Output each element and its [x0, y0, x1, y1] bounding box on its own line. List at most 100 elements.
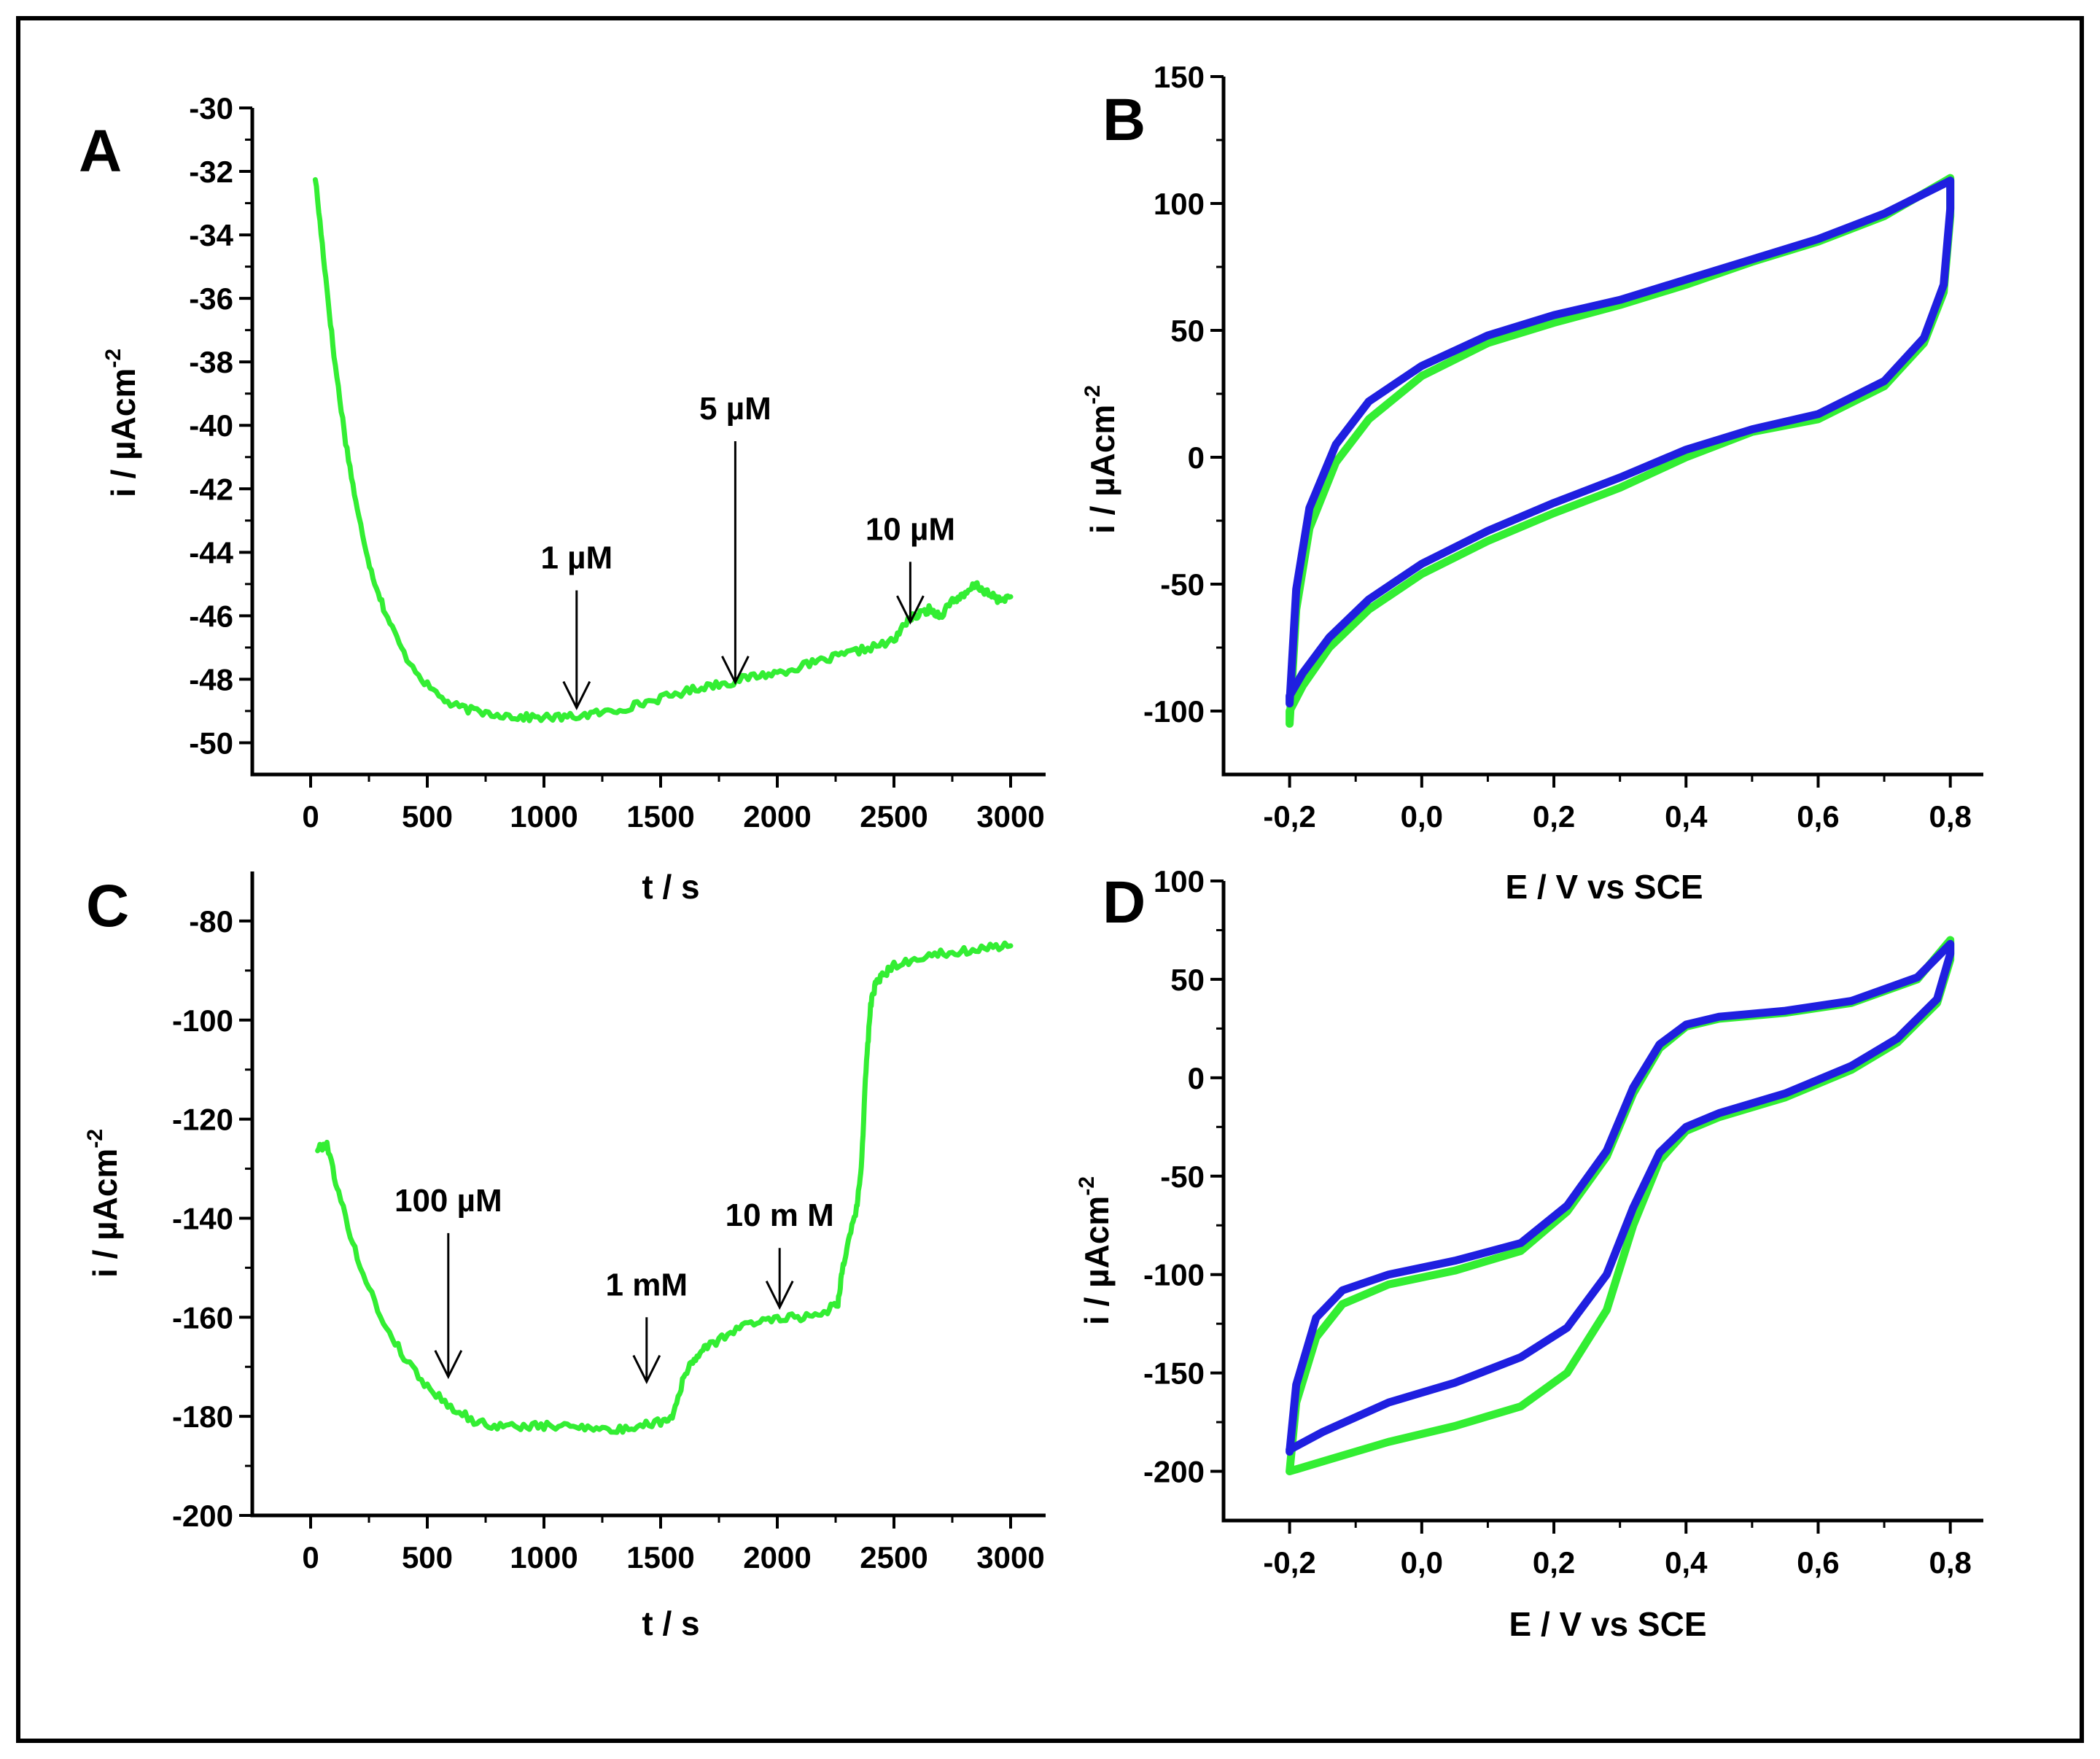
annotation-label: 1 µM — [540, 540, 612, 576]
panel-d-ylabel-main: i / µAcm — [1078, 1196, 1116, 1325]
panel-a-ytick-label: -44 — [189, 535, 233, 570]
panel-a-ytick-label: -30 — [189, 91, 233, 125]
panel-a-ytick-label: -40 — [189, 408, 233, 443]
panel-b-ytick-label: -100 — [1143, 694, 1205, 729]
panel-d-cv-green-line — [1286, 936, 1955, 1475]
panel-b-ylabel-main: i / µAcm — [1084, 405, 1121, 534]
annotation-label: 10 µM — [866, 511, 955, 547]
panel-d-ytick-label: -150 — [1143, 1356, 1205, 1391]
panel-a-ytick-label: -50 — [189, 726, 233, 760]
panel-c-ytick-label: -100 — [172, 1003, 233, 1038]
panel-b-cv-blue-line — [1286, 176, 1955, 708]
panel-b: B -0,2 0,0 0,2 0,4 0,6 0,8 -100 -50 0 50 100 150 E … — [1081, 60, 1983, 906]
panel-c-xtick-label: 1500 — [626, 1540, 694, 1574]
panel-a-xtick-label: 1000 — [510, 799, 578, 834]
panel-c-ylabel-sup: -2 — [83, 1129, 107, 1149]
panel-d-xtick-label: 0,8 — [1929, 1545, 1972, 1580]
annotation-label: 1 mM — [606, 1267, 688, 1302]
panel-b-xtick-label: 0,2 — [1533, 799, 1575, 834]
panel-d-ytick-label: 100 — [1154, 864, 1205, 898]
panel-a-ytick-label: -34 — [189, 218, 233, 252]
panel-c-annotations: 100 µM 1 mM 10 m M — [394, 1183, 834, 1384]
panel-a-series — [312, 176, 1014, 723]
panel-c-xtick-label: 3000 — [976, 1540, 1044, 1574]
panel-d: D -0,2 0,0 0,2 0,4 0,6 0,8 -200 -150 -100 -50 0 50 1… — [1075, 864, 1983, 1643]
panel-c-xtick-label: 2500 — [860, 1540, 928, 1574]
panel-c-ylabel-main: i / µAcm — [86, 1149, 124, 1278]
panel-b-ytick-label: 0 — [1188, 440, 1205, 475]
annotation-label: 5 µM — [699, 391, 771, 427]
panel-a-xtick-label: 3000 — [976, 799, 1044, 834]
panel-d-letter: D — [1102, 869, 1146, 936]
panel-d-ytick-label: -100 — [1143, 1258, 1205, 1292]
panel-b-axes — [1221, 77, 1983, 777]
panel-c-current-line — [315, 940, 1014, 1435]
panel-b-cv-green-line — [1286, 174, 1955, 728]
panel-d-xtick-label: 0,0 — [1401, 1545, 1443, 1580]
panel-a-annotations: 1 µM 5 µM 10 µM — [540, 391, 955, 710]
panel-b-xtick-label: 0,4 — [1665, 799, 1708, 834]
panel-a-ylabel: i / µAcm-2 — [101, 349, 142, 497]
panel-a-axes — [250, 108, 1046, 777]
annotation-arrowhead — [434, 1350, 463, 1380]
panel-c-series — [315, 940, 1014, 1435]
panel-d-xlabel: E / V vs SCE — [1509, 1605, 1706, 1643]
panel-a-xtick-label: 0 — [302, 799, 319, 834]
annotation-arrowhead — [896, 595, 925, 625]
panel-a-xtick-label: 1500 — [626, 799, 694, 834]
panel-d-xtick-label: 0,4 — [1665, 1545, 1708, 1580]
panel-d-axes — [1221, 881, 1983, 1523]
panel-a-ytick-label: -46 — [189, 599, 233, 633]
panel-c-ytick-label: -140 — [172, 1201, 233, 1235]
panel-a-ticks: 0 500 1000 1500 2000 2500 3000 -50 -48 -46 -44 -42 -… — [189, 91, 1044, 834]
panel-a-xtick-label: 500 — [402, 799, 453, 834]
panel-a-ytick-label: -32 — [189, 155, 233, 189]
panel-d-series — [1286, 936, 1955, 1475]
panel-c-xtick-label: 1000 — [510, 1540, 578, 1574]
panel-d-ylabel: i / µAcm-2 — [1075, 1176, 1116, 1325]
panel-d-ticks: -0,2 0,0 0,2 0,4 0,6 0,8 -200 -150 -100 -50 0 50 100 — [1143, 864, 1972, 1580]
panel-c-ytick-label: -120 — [172, 1103, 233, 1137]
annotation-label: 10 m M — [726, 1197, 834, 1233]
panel-a-ytick-label: -36 — [189, 281, 233, 316]
panel-a-xtick-label: 2500 — [860, 799, 928, 834]
panel-b-ytick-label: -50 — [1160, 567, 1205, 602]
panel-b-ytick-label: 50 — [1170, 314, 1205, 348]
panel-a-ylabel-sup: -2 — [101, 349, 125, 368]
panel-a-current-line — [312, 176, 1014, 723]
panel-c-xtick-label: 0 — [302, 1540, 319, 1574]
panel-b-xtick-label: 0,8 — [1929, 799, 1972, 834]
panel-b-ytick-label: 100 — [1154, 187, 1205, 221]
panel-c-ticks: 0 500 1000 1500 2000 2500 3000 -200 -180 -160 -140… — [172, 904, 1045, 1574]
annotation-arrowhead — [765, 1281, 794, 1310]
panel-d-ylabel-sup: -2 — [1075, 1176, 1099, 1196]
panel-b-ticks: -0,2 0,0 0,2 0,4 0,6 0,8 -100 -50 0 50 100 150 — [1143, 60, 1972, 834]
panel-b-ylabel: i / µAcm-2 — [1081, 385, 1121, 534]
panel-b-series — [1286, 174, 1955, 728]
panel-c-axes — [250, 871, 1046, 1518]
panel-a: A 0 500 1000 1500 2000 2500 3000 -50 -48 -46 -44 -4… — [79, 91, 1046, 906]
panel-c-xlabel: t / s — [642, 1604, 699, 1642]
panel-c-ytick-label: -80 — [189, 904, 233, 939]
panel-d-cv-blue-line — [1286, 939, 1955, 1456]
panel-a-ytick-label: -38 — [189, 345, 233, 379]
panel-d-ytick-label: -200 — [1143, 1455, 1205, 1489]
panel-c-xtick-label: 500 — [402, 1540, 453, 1574]
panel-d-xtick-label: 0,2 — [1533, 1545, 1575, 1580]
panel-b-xtick-label: 0,6 — [1797, 799, 1839, 834]
panel-a-xlabel: t / s — [642, 868, 699, 906]
panel-d-ytick-label: 50 — [1170, 963, 1205, 997]
panel-c-ytick-label: -180 — [172, 1399, 233, 1434]
panel-a-xtick-label: 2000 — [743, 799, 811, 834]
annotation-label: 100 µM — [394, 1183, 502, 1219]
panel-d-ytick-label: -50 — [1160, 1160, 1205, 1194]
annotation-arrowhead — [721, 656, 750, 686]
panel-d-xtick-label: 0,6 — [1797, 1545, 1839, 1580]
panel-a-ytick-label: -42 — [189, 472, 233, 506]
panel-b-xtick-label: -0,2 — [1263, 799, 1315, 834]
panel-c: C 0 500 1000 1500 2000 2500 3000 -200 -180 -160 -1… — [83, 871, 1046, 1642]
panel-a-letter: A — [79, 118, 122, 185]
annotation-arrowhead — [632, 1354, 661, 1384]
panel-b-ytick-label: 150 — [1154, 60, 1205, 94]
